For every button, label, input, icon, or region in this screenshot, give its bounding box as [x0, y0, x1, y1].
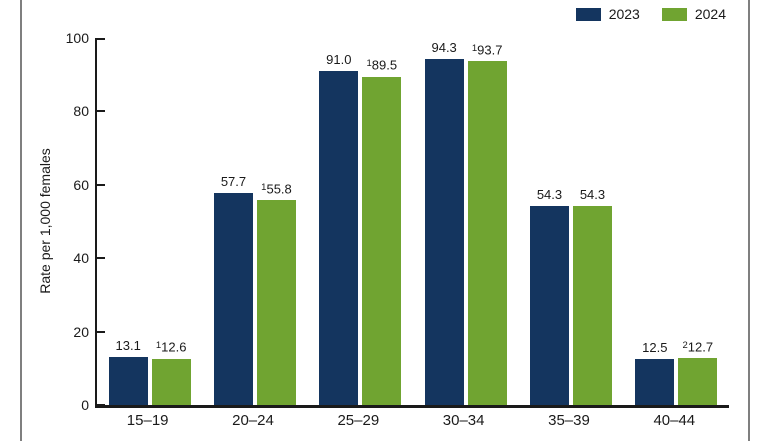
footnote-marker: 1 [155, 340, 162, 352]
footnote-marker: 1 [261, 181, 267, 193]
bar-2023-20–24: 57.7 [213, 38, 253, 405]
bar-value-label: 13.1 [115, 337, 141, 353]
bar-2023-40–44: 12.5 [635, 38, 675, 405]
x-axis-labels: 15–19 20–24 25–29 30–34 35–39 40–44 [95, 412, 727, 429]
legend-item-2024: 2024 [661, 6, 726, 22]
x-axis-label: 40–44 [653, 412, 696, 429]
y-tick-mark [97, 404, 105, 406]
bar-2024-40–44: 212.7 [678, 38, 718, 405]
bar-rect [213, 193, 253, 405]
y-tick-label: 100 [65, 30, 89, 46]
footnote-marker: 2 [682, 339, 688, 351]
plot-area: 0 20 40 60 80 100 13.1 112.6 57.7 155.8 91.0 189.5… [66, 30, 729, 413]
y-tick-mark [97, 183, 105, 186]
legend-label-2024: 2024 [694, 6, 726, 22]
y-tick-label: 0 [81, 397, 89, 413]
bar-2024-15–19: 112.6 [151, 38, 191, 405]
footnote-marker: 1 [471, 42, 478, 54]
chart-legend: 2023 2024 [575, 6, 726, 22]
bar-group-25–29: 91.0 189.5 [308, 38, 413, 405]
bar-group-15–19: 13.1 112.6 [97, 38, 202, 405]
x-axis-label: 15–19 [126, 412, 169, 429]
bar-2024-35–39: 54.3 [572, 38, 612, 405]
bar-rect [362, 76, 402, 405]
bar-group-20–24: 57.7 155.8 [202, 38, 307, 405]
bar-rect [678, 358, 718, 405]
bar-value-label: 94.3 [431, 39, 457, 55]
bar-2023-30–34: 94.3 [424, 38, 464, 405]
bar-rect [256, 200, 296, 405]
bar-rect [108, 356, 148, 405]
y-tick-mark [97, 257, 105, 260]
bar-value-label: 54.3 [579, 186, 606, 202]
y-tick-mark [97, 110, 105, 113]
x-axis-label: 30–34 [442, 412, 485, 429]
y-tick-label: 60 [73, 176, 89, 193]
bar-2024-30–34: 193.7 [467, 38, 507, 405]
bar-value-label: 54.3 [536, 186, 563, 202]
y-tick-mark [97, 330, 105, 333]
y-tick-label: 20 [73, 323, 89, 340]
y-tick-mark [97, 38, 105, 40]
bar-rect [635, 359, 675, 405]
bar-group-35–39: 54.3 54.3 [518, 38, 623, 405]
bar-rect [151, 358, 191, 405]
bar-rect [529, 205, 569, 405]
bar-2023-35–39: 54.3 [529, 38, 569, 405]
bar-value-label: 112.6 [155, 339, 187, 355]
y-tick-label: 40 [73, 250, 89, 267]
bar-value-label: 12.5 [642, 340, 668, 356]
bar-group-40–44: 12.5 212.7 [624, 38, 729, 405]
bar-rect [572, 205, 612, 405]
bar-value-label: 212.7 [682, 339, 714, 355]
y-axis-title-wrap: Rate per 1,000 females [30, 0, 60, 441]
bar-value-label: 155.8 [261, 181, 292, 197]
bar-value-label: 193.7 [471, 42, 503, 58]
y-tick-label: 80 [73, 103, 89, 120]
page-border-right [748, 0, 750, 441]
bar-value-label: 189.5 [366, 57, 398, 73]
legend-swatch-2024-icon [661, 7, 687, 21]
legend-label-2023: 2023 [608, 6, 640, 22]
bar-rect [424, 58, 464, 405]
bar-2024-25–29: 189.5 [362, 38, 402, 405]
bar-value-label: 57.7 [220, 174, 247, 190]
legend-item-2023: 2023 [575, 6, 640, 22]
bar-groups: 13.1 112.6 57.7 155.8 91.0 189.5 94.3 193.7 54.3… [97, 38, 729, 405]
legend-swatch-2023-icon [575, 7, 601, 21]
footnote-marker: 1 [366, 58, 372, 70]
bar-2024-20–24: 155.8 [256, 38, 296, 405]
x-axis-label: 25–29 [337, 412, 380, 429]
x-axis-label: 20–24 [232, 412, 274, 429]
bar-rect [319, 71, 359, 405]
y-axis-title: Rate per 1,000 females [37, 147, 53, 294]
bar-2023-25–29: 91.0 [319, 38, 359, 405]
bar-value-label: 91.0 [326, 52, 352, 68]
bar-group-30–34: 94.3 193.7 [413, 38, 518, 405]
bar-2023-15–19: 13.1 [108, 38, 148, 405]
x-axis-label: 35–39 [548, 412, 590, 429]
bar-rect [467, 61, 507, 405]
page-border-left [20, 0, 22, 441]
